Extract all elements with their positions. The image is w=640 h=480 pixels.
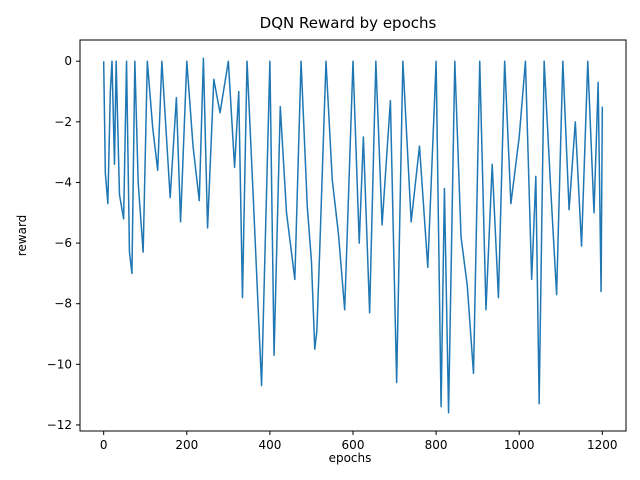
series-line-0	[102, 57, 604, 414]
y-tick-label: −4	[54, 175, 72, 189]
y-tick-label: −10	[47, 357, 72, 371]
chart-title: DQN Reward by epochs	[260, 14, 437, 32]
y-tick-label: −6	[54, 236, 72, 250]
x-axis-label: epochs	[329, 451, 372, 465]
plot-series	[102, 57, 604, 414]
x-tick-label: 600	[342, 438, 365, 452]
x-tick-label: 0	[100, 438, 108, 452]
y-tick-label: −8	[54, 297, 72, 311]
x-tick-label: 1000	[504, 438, 535, 452]
y-tick-label: 0	[64, 54, 72, 68]
x-tick-label: 800	[425, 438, 448, 452]
x-tick-label: 400	[258, 438, 281, 452]
x-tick-label: 200	[175, 438, 198, 452]
y-tick-label: −12	[47, 418, 72, 432]
x-axis: 0 200 400 600 800 1000 1200	[100, 431, 618, 452]
x-tick-label: 1200	[587, 438, 618, 452]
y-axis-label: reward	[15, 215, 29, 257]
y-axis: 0 −2 −4 −6 −8 −10 −12	[47, 54, 80, 432]
y-tick-label: −2	[54, 115, 72, 129]
